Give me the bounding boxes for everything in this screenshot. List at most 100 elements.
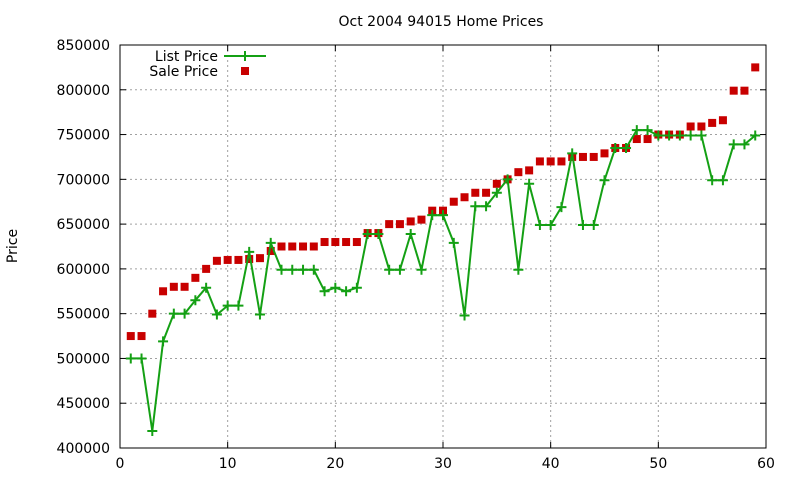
list-price-point bbox=[621, 142, 632, 153]
sale-price-point bbox=[417, 215, 426, 224]
legend-label-sale-price: Sale Price bbox=[149, 64, 218, 80]
list-price-point bbox=[362, 228, 373, 239]
sale-price-point bbox=[191, 273, 200, 282]
list-price-point bbox=[427, 210, 438, 221]
list-price-point bbox=[405, 228, 416, 239]
sale-price-point bbox=[212, 256, 221, 265]
list-price-point bbox=[222, 300, 233, 311]
list-price-point bbox=[190, 295, 201, 306]
sale-price-point bbox=[482, 188, 491, 197]
legend: List Price Sale Price bbox=[149, 49, 266, 80]
list-price-point bbox=[308, 264, 319, 275]
list-price-point bbox=[254, 309, 265, 320]
list-price-point bbox=[179, 308, 190, 319]
y-tick-label: 450000 bbox=[57, 396, 110, 412]
x-tick-label: 10 bbox=[219, 456, 237, 472]
list-price-point bbox=[491, 187, 502, 198]
sale-price-point bbox=[245, 255, 254, 264]
sale-price-point bbox=[202, 264, 211, 273]
list-price-point bbox=[653, 130, 664, 141]
sale-price-point bbox=[460, 193, 469, 202]
list-price-point bbox=[556, 202, 567, 213]
sale-price-point bbox=[352, 238, 361, 247]
sale-price-point bbox=[708, 118, 717, 127]
list-price-point bbox=[147, 425, 158, 436]
list-price-point bbox=[750, 130, 761, 141]
list-price-point bbox=[448, 237, 459, 248]
y-tick-label: 800000 bbox=[57, 83, 110, 99]
x-tick-label: 20 bbox=[326, 456, 344, 472]
list-price-point bbox=[394, 264, 405, 275]
sale-price-point bbox=[255, 254, 264, 263]
sale-price-point bbox=[266, 246, 275, 255]
list-price-point bbox=[599, 175, 610, 186]
list-price-point bbox=[631, 125, 642, 136]
list-price-point bbox=[136, 353, 147, 364]
y-tick-label: 400000 bbox=[57, 441, 110, 457]
list-price-point bbox=[534, 220, 545, 231]
sale-price-point bbox=[385, 220, 394, 229]
sale-price-point bbox=[492, 179, 501, 188]
list-price-point bbox=[707, 175, 718, 186]
sale-price-point bbox=[589, 152, 598, 161]
list-price-point bbox=[373, 228, 384, 239]
gridlines bbox=[120, 45, 766, 448]
list-price-point bbox=[287, 264, 298, 275]
list-price-point bbox=[330, 282, 341, 293]
sale-price-point bbox=[535, 157, 544, 166]
sale-price-point bbox=[126, 332, 135, 341]
list-price-point bbox=[577, 220, 588, 231]
list-price-point bbox=[416, 264, 427, 275]
list-price-point bbox=[341, 286, 352, 297]
y-tick-labels: 400000 450000 500000 550000 600000 650000 7000… bbox=[57, 38, 110, 457]
sale-price-point bbox=[449, 197, 458, 206]
sale-price-point bbox=[320, 238, 329, 247]
list-price-point bbox=[739, 139, 750, 150]
sale-price-point bbox=[471, 188, 480, 197]
sale-price-point bbox=[406, 217, 415, 226]
list-price-point bbox=[319, 286, 330, 297]
list-price-point bbox=[211, 309, 222, 320]
list-price-point bbox=[588, 220, 599, 231]
list-price-point bbox=[158, 336, 169, 347]
list-price-point bbox=[459, 310, 470, 321]
sale-price-point bbox=[632, 135, 641, 144]
list-price-point bbox=[567, 148, 578, 159]
sale-price-point bbox=[395, 220, 404, 229]
list-price-point bbox=[696, 130, 707, 141]
series-layer bbox=[125, 63, 761, 436]
sale-price-point bbox=[277, 242, 286, 251]
y-tick-label: 850000 bbox=[57, 38, 110, 54]
sale-price-point bbox=[309, 242, 318, 251]
sale-price-point bbox=[169, 282, 178, 291]
sale-price-point bbox=[578, 152, 587, 161]
y-tick-label: 650000 bbox=[57, 217, 110, 233]
list-price-point bbox=[276, 264, 287, 275]
legend-swatch-sale-price-marker bbox=[241, 67, 249, 75]
x-tick-label: 30 bbox=[434, 456, 452, 472]
legend-swatch-list-price-marker bbox=[240, 51, 250, 61]
sale-price-point bbox=[525, 166, 534, 175]
sale-price-point bbox=[331, 238, 340, 247]
list-price-point bbox=[438, 210, 448, 221]
chart-title: Oct 2004 94015 Home Prices bbox=[339, 14, 544, 30]
list-price-point bbox=[244, 246, 255, 257]
sale-price-point bbox=[740, 86, 749, 95]
list-price-point bbox=[298, 264, 309, 275]
series-list-price bbox=[125, 125, 761, 436]
list-price-point bbox=[481, 201, 492, 212]
list-price-point bbox=[728, 139, 739, 150]
sale-price-point bbox=[643, 135, 652, 144]
list-price-point bbox=[642, 125, 653, 136]
x-tick-label: 0 bbox=[116, 456, 125, 472]
sale-price-point bbox=[299, 242, 308, 251]
sale-price-point bbox=[751, 63, 760, 72]
list-price-point bbox=[233, 300, 244, 311]
list-price-point bbox=[502, 174, 513, 185]
sale-price-point bbox=[718, 116, 727, 125]
y-tick-label: 750000 bbox=[57, 128, 110, 144]
axis-ticks bbox=[119, 44, 767, 449]
x-tick-label: 50 bbox=[649, 456, 667, 472]
sale-price-point bbox=[557, 157, 566, 166]
